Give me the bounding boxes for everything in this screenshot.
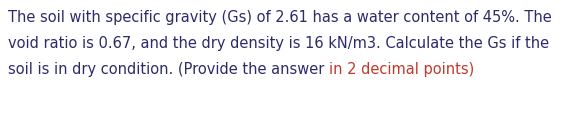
- Text: The soil with specific gravity (Gs) of 2.61 has a water content of 45%. The: The soil with specific gravity (Gs) of 2…: [8, 10, 552, 25]
- Text: soil is in dry condition. (Provide the answer: soil is in dry condition. (Provide the a…: [8, 61, 329, 76]
- Text: void ratio is 0.67, and the dry density is 16 kN/m3. Calculate the Gs if the: void ratio is 0.67, and the dry density …: [8, 36, 549, 51]
- Text: in 2 decimal points): in 2 decimal points): [329, 61, 474, 76]
